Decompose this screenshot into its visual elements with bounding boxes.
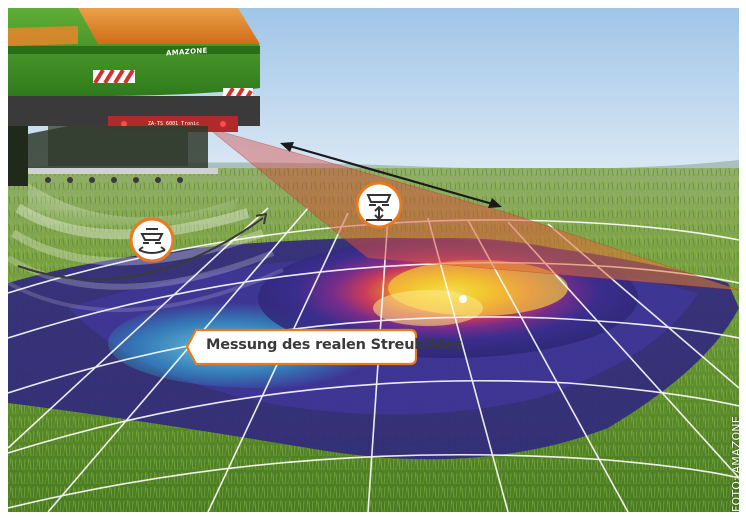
field-illustration	[8, 8, 739, 512]
photo-credit: FOTO: AMAZONE	[730, 416, 739, 512]
width-double-arrow	[280, 142, 502, 208]
spreader-tilt-icon	[129, 217, 175, 263]
photo-scene: AMAZONE ZA-TS 6001 Tronic Messung des re…	[8, 8, 739, 512]
caption-text: Messung des realen Streubildes	[206, 337, 463, 353]
rotation-sweep	[8, 183, 284, 313]
measurement-grid	[8, 207, 739, 512]
machine-plate: ZA-TS 6001 Tronic	[148, 121, 200, 127]
caption-callout: Messung des realen Streubildes	[184, 327, 462, 367]
radar-beam	[208, 128, 739, 290]
callout-shape	[185, 328, 418, 366]
fertilizer-spreader	[8, 8, 260, 186]
spreader-height-icon	[355, 181, 403, 229]
rotation-arrow	[17, 217, 264, 281]
